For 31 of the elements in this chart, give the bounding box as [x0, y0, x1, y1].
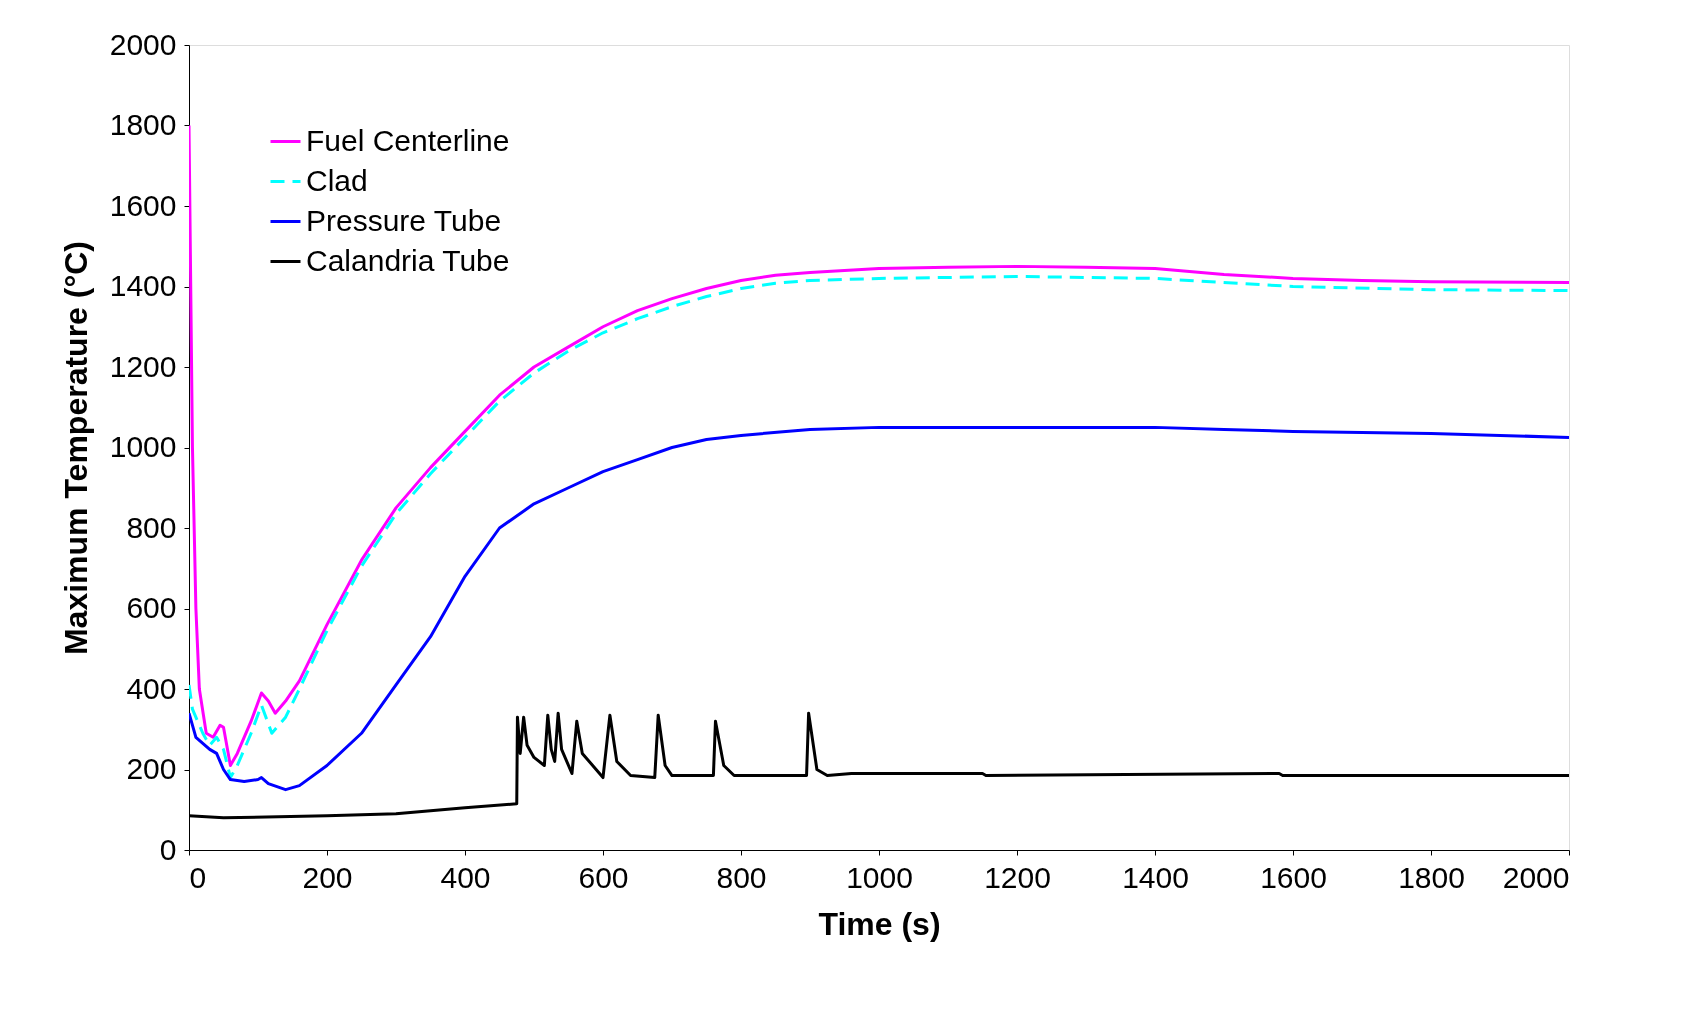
x-tick-label: 1400 — [1122, 860, 1189, 894]
x-tick-label: 2000 — [1502, 860, 1570, 894]
x-tick-label: 1800 — [1398, 860, 1465, 894]
x-tick-label: 600 — [578, 860, 629, 894]
y-tick-label: 1800 — [109, 108, 177, 141]
x-tick-label: 1200 — [984, 860, 1051, 894]
y-tick-label: 0 — [159, 832, 177, 866]
y-tick-label: 200 — [126, 752, 177, 785]
x-tick-label: 1000 — [846, 860, 913, 894]
x-tick-label: 800 — [716, 860, 767, 894]
y-tick-label: 800 — [126, 510, 177, 544]
y-tick-label: 1000 — [109, 430, 177, 463]
legend-label: Fuel Centerline — [306, 123, 510, 157]
x-axis-title: Time (s) — [818, 905, 941, 942]
y-axis-title: Maximum Temperature (°C) — [57, 240, 94, 656]
legend-label: Clad — [306, 163, 368, 197]
x-tick-label: 0 — [189, 860, 207, 894]
line-series — [189, 425, 1569, 792]
line-series — [189, 274, 1569, 780]
x-tick-label: 400 — [440, 860, 491, 894]
y-tick-label: 1600 — [109, 188, 177, 222]
y-tick-label: 2000 — [109, 27, 177, 61]
x-tick-label: 1600 — [1260, 860, 1327, 894]
y-tick-label: 1200 — [109, 349, 177, 383]
legend-label: Calandria Tube — [306, 243, 510, 277]
legend-label: Pressure Tube — [306, 203, 502, 237]
y-tick-label: 400 — [126, 671, 177, 705]
y-tick-label: 600 — [126, 591, 177, 624]
line-series — [189, 124, 1569, 767]
x-tick-label: 200 — [302, 860, 353, 894]
y-tick-label: 1400 — [109, 269, 177, 302]
